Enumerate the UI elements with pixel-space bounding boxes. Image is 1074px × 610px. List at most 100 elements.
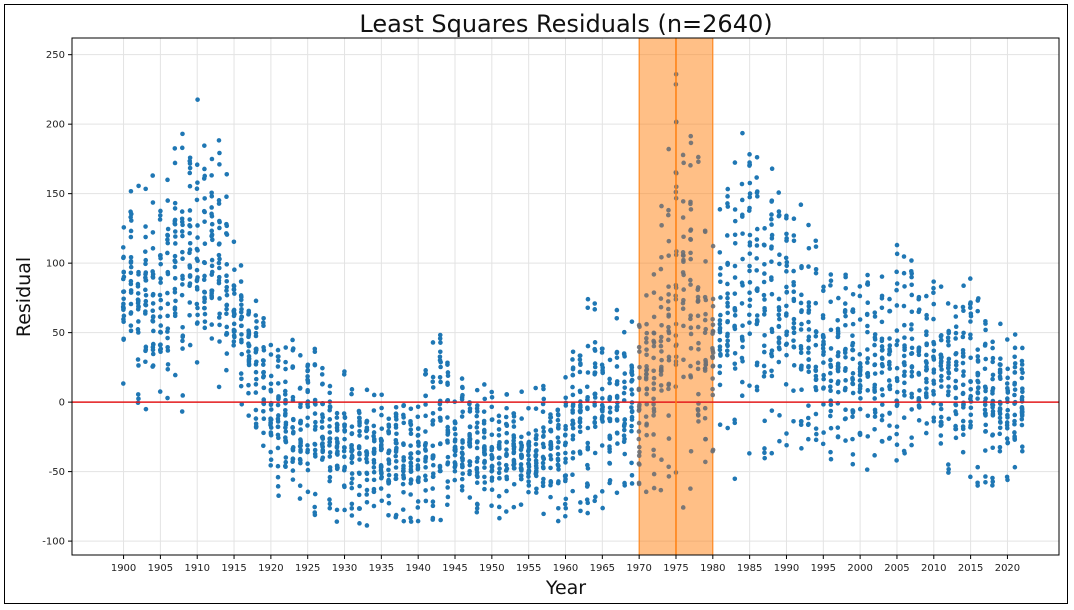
data-point [423,368,428,373]
data-point [416,450,421,455]
data-point [128,270,134,276]
data-point [916,345,922,351]
data-point [1019,362,1025,367]
data-point [791,344,797,350]
data-point [209,213,215,219]
data-point [474,506,480,511]
data-point [1019,358,1025,364]
data-point [504,488,509,494]
data-point [769,212,774,217]
data-point [953,330,959,336]
y-tick-label: 150 [46,189,65,200]
data-point [202,311,208,317]
data-point [481,421,487,426]
data-point [717,344,723,349]
data-point [319,419,325,424]
data-point [886,436,892,441]
data-point [475,430,480,435]
data-point [290,416,296,422]
data-point [857,431,863,437]
data-point [688,163,693,168]
data-point [658,266,664,272]
data-point [813,426,819,431]
data-point [394,417,399,422]
x-tick-label: 1965 [590,563,615,574]
x-tick-label: 1925 [295,563,320,574]
data-point [224,351,230,356]
data-point [467,495,473,500]
data-point [408,427,414,432]
data-point [747,180,753,186]
data-point [578,408,583,414]
data-point [128,328,134,334]
data-point [821,430,826,435]
data-point [651,290,657,295]
data-point [828,425,834,431]
data-point [747,268,752,274]
data-point [806,436,811,442]
data-point [180,346,185,351]
data-point [931,279,936,284]
data-point [725,186,731,192]
data-point [570,384,575,390]
data-point [946,342,951,348]
data-point [430,453,436,459]
data-point [172,264,178,270]
data-point [548,465,553,471]
data-point [806,327,812,332]
data-point [666,284,671,289]
data-point [224,302,230,308]
data-point [990,433,995,438]
data-point [666,312,671,318]
data-point [688,363,693,369]
data-point [386,461,392,466]
data-point [430,486,435,491]
data-point [872,352,878,358]
data-point [960,304,966,310]
data-point [805,415,811,421]
data-point [519,444,524,450]
data-point [828,327,834,333]
data-point [968,301,973,307]
data-point [747,240,753,245]
data-point [592,498,598,504]
data-point [636,436,642,442]
data-point [850,461,856,467]
data-point [334,451,340,456]
data-point [776,296,782,302]
data-point [526,405,531,411]
data-point [585,405,590,410]
data-point [489,487,495,492]
data-point [629,423,634,429]
data-point [946,365,951,371]
data-point [607,376,612,382]
data-point [1004,420,1010,425]
data-point [688,486,693,491]
data-point [195,275,200,280]
data-point [777,413,782,418]
data-point [275,463,281,469]
data-point [371,465,377,470]
data-point [651,375,657,381]
data-point [636,453,642,459]
data-point [747,451,752,456]
data-point [459,397,465,402]
data-point [592,301,598,306]
data-point [945,462,951,467]
data-point [725,338,730,344]
data-point [799,321,804,327]
data-point [482,451,488,457]
data-point [540,480,546,485]
data-point [843,285,849,291]
data-point [762,271,767,276]
data-point [158,342,163,347]
data-point [585,343,591,349]
data-point [349,513,355,518]
data-point [533,441,539,447]
data-point [327,478,332,484]
data-point [452,468,458,474]
data-point [806,303,812,309]
data-point [945,338,951,344]
data-point [769,348,775,353]
data-point [659,322,664,328]
